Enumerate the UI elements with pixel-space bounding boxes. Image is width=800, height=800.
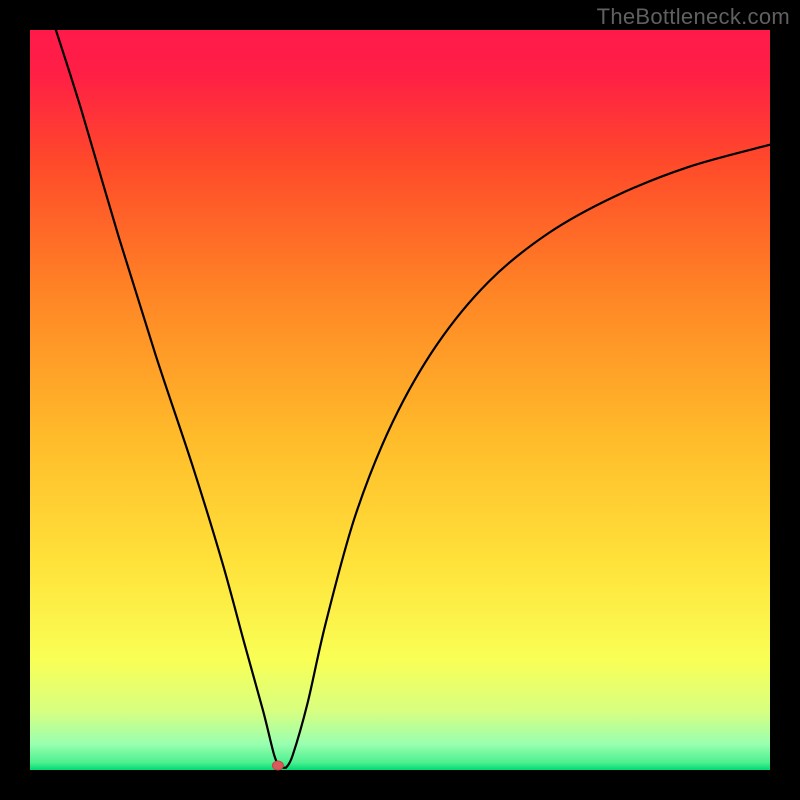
- watermark-text: TheBottleneck.com: [597, 4, 790, 30]
- optimal-point-marker: [272, 761, 283, 770]
- chart-background: [30, 30, 770, 770]
- chart-root: TheBottleneck.com: [0, 0, 800, 800]
- bottleneck-chart: [0, 0, 800, 800]
